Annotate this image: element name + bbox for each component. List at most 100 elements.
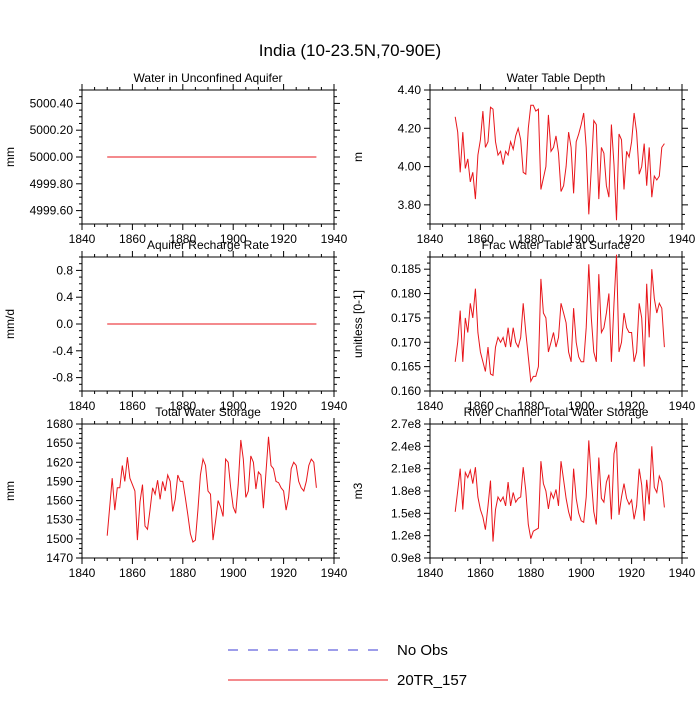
aquifer-recharge-ytick-label: 0.0 bbox=[56, 317, 73, 331]
legend-no-obs-label: No Obs bbox=[397, 642, 448, 659]
water-table-depth-xtick-label: 1840 bbox=[417, 232, 444, 246]
aquifer-recharge-xtick-label: 1940 bbox=[321, 399, 348, 413]
river-channel-storage-xtick-label: 1880 bbox=[517, 566, 544, 580]
total-water-storage-ytick-label: 1560 bbox=[46, 494, 73, 508]
total-water-storage-ytick-label: 1590 bbox=[46, 474, 73, 488]
aquifer-recharge-xtick-label: 1880 bbox=[169, 399, 196, 413]
aquifer-recharge-ytick-label: 0.4 bbox=[56, 290, 73, 304]
water-table-depth-ytick-label: 4.00 bbox=[398, 160, 422, 174]
frac-water-table-xtick-label: 1880 bbox=[517, 399, 544, 413]
frac-water-table-xtick-label: 1940 bbox=[669, 399, 696, 413]
frac-water-table-xtick-label: 1900 bbox=[568, 399, 595, 413]
aquifer-recharge-title: Aquifer Recharge Rate bbox=[147, 238, 269, 252]
unconfined-aquifer-xtick-label: 1920 bbox=[270, 232, 297, 246]
total-water-storage-ytick-label: 1500 bbox=[46, 532, 73, 546]
water-table-depth-xtick-label: 1920 bbox=[618, 232, 645, 246]
aquifer-recharge-ytick-label: 0.8 bbox=[56, 263, 73, 277]
total-water-storage-ytick-label: 1680 bbox=[46, 417, 73, 431]
river-channel-storage-xtick-label: 1900 bbox=[568, 566, 595, 580]
frac-water-table-xtick-label: 1920 bbox=[618, 399, 645, 413]
water-table-depth-ytick-label: 4.20 bbox=[398, 121, 422, 135]
unconfined-aquifer-xtick-label: 1840 bbox=[69, 232, 96, 246]
total-water-storage-xtick-label: 1940 bbox=[321, 566, 348, 580]
water-table-depth-ytick-label: 4.40 bbox=[398, 83, 422, 97]
water-table-depth-plot-frame bbox=[429, 89, 683, 225]
total-water-storage-ylabel: mm bbox=[3, 481, 17, 501]
total-water-storage-xtick-label: 1880 bbox=[169, 566, 196, 580]
frac-water-table-ytick-label: 0.160 bbox=[391, 384, 421, 398]
total-water-storage-xtick-label: 1840 bbox=[69, 566, 96, 580]
frac-water-table-ytick-label: 0.180 bbox=[391, 287, 421, 301]
frac-water-table-xtick-label: 1840 bbox=[417, 399, 444, 413]
chart-panel-river-channel-storage: River Channel Total Water Storage m3 1840 1… bbox=[351, 405, 696, 580]
water-table-depth-ylabel: m bbox=[351, 152, 365, 162]
river-channel-storage-ylabel: m3 bbox=[351, 482, 365, 499]
river-channel-storage-ytick-label: 1.5e8 bbox=[391, 506, 421, 520]
aquifer-recharge-xtick-label: 1840 bbox=[69, 399, 96, 413]
chart-panel-unconfined-aquifer: Water in Unconfined Aquifer mm 1840 1860 188… bbox=[3, 71, 348, 246]
water-table-depth-xtick-label: 1940 bbox=[669, 232, 696, 246]
aquifer-recharge-ylabel: mm/d bbox=[3, 309, 17, 339]
chart-panel-total-water-storage: Total Water Storage mm 1840 1860 1880 1900 192… bbox=[3, 405, 348, 580]
river-channel-storage-ytick-label: 1.8e8 bbox=[391, 484, 421, 498]
river-channel-storage-ytick-label: 2.4e8 bbox=[391, 439, 421, 453]
unconfined-aquifer-ytick-label: 4999.80 bbox=[30, 177, 74, 191]
river-channel-storage-xtick-label: 1920 bbox=[618, 566, 645, 580]
total-water-storage-ytick-label: 1620 bbox=[46, 455, 73, 469]
chart-panel-water-table-depth: Water Table Depth m 1840 1860 1880 1900 1920 19… bbox=[351, 71, 696, 246]
river-channel-storage-xtick-label: 1860 bbox=[467, 566, 494, 580]
unconfined-aquifer-ytick-label: 5000.20 bbox=[30, 123, 74, 137]
chart-panel-aquifer-recharge: Aquifer Recharge Rate mm/d 1840 1860 1880 190… bbox=[3, 238, 348, 413]
aquifer-recharge-xtick-label: 1920 bbox=[270, 399, 297, 413]
river-channel-storage-ytick-label: 2.7e8 bbox=[391, 417, 421, 431]
total-water-storage-series-line bbox=[106, 436, 317, 543]
water-table-depth-title: Water Table Depth bbox=[507, 71, 606, 85]
total-water-storage-ytick-label: 1530 bbox=[46, 513, 73, 527]
frac-water-table-series-line bbox=[454, 254, 665, 384]
aquifer-recharge-ytick-label: -0.4 bbox=[52, 344, 73, 358]
river-channel-storage-series-line bbox=[454, 440, 665, 542]
frac-water-table-ytick-label: 0.185 bbox=[391, 262, 421, 276]
legend: No Obs 20TR_157 bbox=[228, 642, 467, 689]
unconfined-aquifer-ytick-label: 5000.00 bbox=[30, 150, 74, 164]
frac-water-table-title: Frac Water Table at Surface bbox=[482, 238, 631, 252]
total-water-storage-title: Total Water Storage bbox=[155, 405, 261, 419]
river-channel-storage-xtick-label: 1940 bbox=[669, 566, 696, 580]
frac-water-table-plot-frame bbox=[429, 256, 683, 392]
aquifer-recharge-xtick-label: 1860 bbox=[119, 399, 146, 413]
river-channel-storage-ytick-label: 1.2e8 bbox=[391, 529, 421, 543]
unconfined-aquifer-title: Water in Unconfined Aquifer bbox=[134, 71, 283, 85]
total-water-storage-xtick-label: 1920 bbox=[270, 566, 297, 580]
legend-20tr-157-label: 20TR_157 bbox=[397, 672, 467, 689]
water-table-depth-series-line bbox=[454, 104, 665, 221]
frac-water-table-ytick-label: 0.165 bbox=[391, 360, 421, 374]
unconfined-aquifer-ylabel: mm bbox=[3, 147, 17, 167]
river-channel-storage-ytick-label: 2.1e8 bbox=[391, 462, 421, 476]
main-title: India (10-23.5N,70-90E) bbox=[259, 41, 441, 60]
unconfined-aquifer-xtick-label: 1900 bbox=[220, 232, 247, 246]
unconfined-aquifer-ytick-label: 4999.60 bbox=[30, 204, 74, 218]
unconfined-aquifer-ytick-label: 5000.40 bbox=[30, 96, 74, 110]
total-water-storage-ytick-label: 1470 bbox=[46, 551, 73, 565]
river-channel-storage-ytick-label: 0.9e8 bbox=[391, 551, 421, 565]
water-table-depth-xtick-label: 1860 bbox=[467, 232, 494, 246]
frac-water-table-xtick-label: 1860 bbox=[467, 399, 494, 413]
total-water-storage-xtick-label: 1900 bbox=[220, 566, 247, 580]
unconfined-aquifer-xtick-label: 1940 bbox=[321, 232, 348, 246]
unconfined-aquifer-xtick-label: 1860 bbox=[119, 232, 146, 246]
aquifer-recharge-xtick-label: 1900 bbox=[220, 399, 247, 413]
frac-water-table-ytick-label: 0.170 bbox=[391, 335, 421, 349]
frac-water-table-ytick-label: 0.175 bbox=[391, 311, 421, 325]
river-channel-storage-title: River Channel Total Water Storage bbox=[464, 405, 649, 419]
river-channel-storage-xtick-label: 1840 bbox=[417, 566, 444, 580]
total-water-storage-ytick-label: 1650 bbox=[46, 436, 73, 450]
chart-panel-frac-water-table: Frac Water Table at Surface unitless [0-1… bbox=[351, 238, 696, 413]
unconfined-aquifer-xtick-label: 1880 bbox=[169, 232, 196, 246]
water-table-depth-xtick-label: 1900 bbox=[568, 232, 595, 246]
water-table-depth-xtick-label: 1880 bbox=[517, 232, 544, 246]
water-table-depth-ytick-label: 3.80 bbox=[398, 198, 422, 212]
total-water-storage-xtick-label: 1860 bbox=[119, 566, 146, 580]
frac-water-table-ylabel: unitless [0-1] bbox=[351, 290, 365, 358]
aquifer-recharge-ytick-label: -0.8 bbox=[52, 371, 73, 385]
